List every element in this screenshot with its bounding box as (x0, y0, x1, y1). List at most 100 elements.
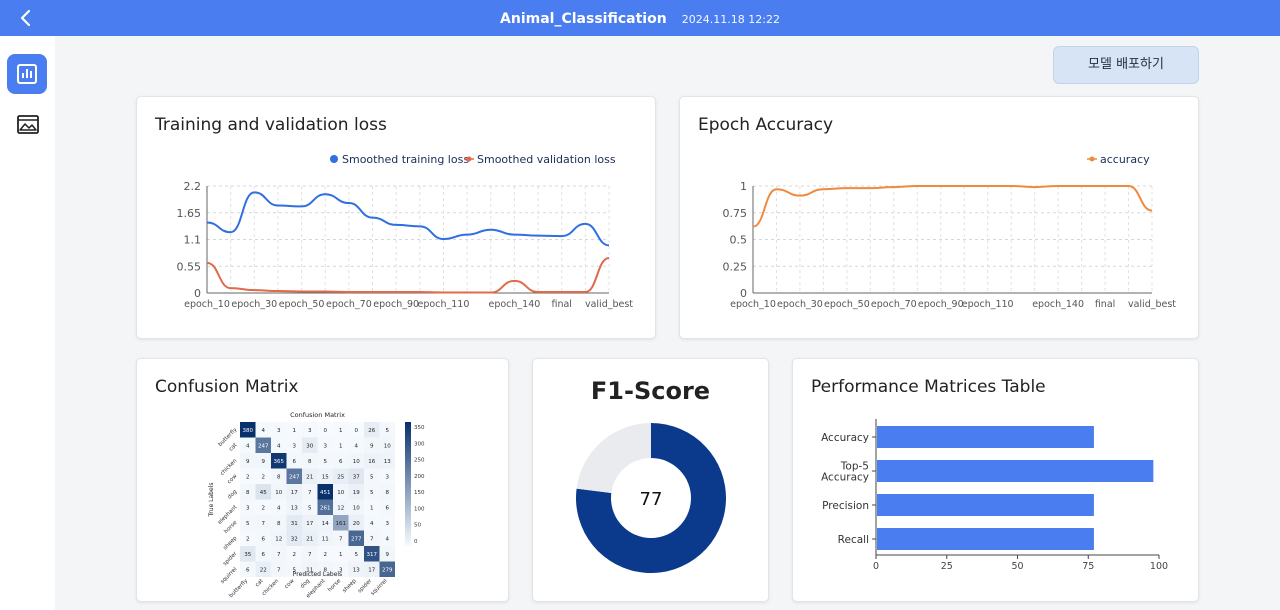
sidebar-item-gallery[interactable] (7, 104, 47, 144)
matrix-value: 3 (339, 567, 343, 573)
legend-marker (330, 155, 338, 163)
matrix-value: 5 (246, 521, 250, 527)
matrix-value: 8 (277, 521, 281, 527)
matrix-cell (333, 437, 349, 453)
metric-bar (877, 528, 1094, 550)
loss-chart-title: Training and validation loss (155, 115, 387, 135)
matrix-cell (286, 453, 302, 469)
matrix-value: 279 (382, 567, 393, 573)
matrix-value: 6 (293, 459, 297, 465)
series-line (752, 185, 1153, 228)
matrix-cell (255, 546, 271, 562)
matrix-cell (302, 546, 318, 562)
x-tick-label: epoch_10 (184, 299, 230, 310)
matrix-value: 32 (291, 536, 298, 542)
col-label: sheep (342, 578, 358, 594)
matrix-cell (286, 468, 302, 484)
confusion-matrix-inner-title: Confusion Matrix (290, 411, 345, 419)
matrix-cell (364, 422, 380, 438)
x-tick-label: epoch_10 (730, 299, 776, 310)
colorbar-tick: 50 (414, 523, 421, 529)
accuracy-chart-title: Epoch Accuracy (698, 115, 834, 135)
deploy-model-button[interactable]: 모델 배포하기 (1053, 46, 1199, 84)
matrix-cell (379, 530, 395, 546)
matrix-value: 10 (275, 490, 282, 496)
matrix-cell (364, 437, 380, 453)
x-tick-label: valid_best (1128, 299, 1176, 310)
matrix-cell (317, 422, 333, 438)
x-tick-label: 0 (873, 561, 879, 572)
image-gallery-icon (17, 115, 39, 134)
matrix-cell (302, 499, 318, 515)
matrix-cell (255, 468, 271, 484)
matrix-value: 15 (322, 474, 329, 480)
matrix-value: 2 (246, 536, 250, 542)
matrix-cell (317, 453, 333, 469)
y-tick-label: 0.75 (723, 207, 748, 220)
page-timestamp: 2024.11.18 12:22 (681, 13, 780, 26)
x-tick-label: final (1095, 299, 1115, 310)
matrix-value: 35 (244, 552, 251, 558)
y-tick-label: 1.1 (184, 234, 202, 247)
accuracy-chart-card: Epoch Accuracy 0 0.25 0.5 0.75 1 epoch_10 epoc… (679, 96, 1199, 339)
matrix-value: 9 (246, 459, 250, 465)
matrix-value: 1 (339, 443, 343, 449)
matrix-cell (255, 484, 271, 500)
colorbar-tick: 100 (414, 506, 425, 512)
colorbar-tick: 350 (414, 425, 425, 431)
matrix-value: 317 (367, 552, 378, 558)
matrix-cell (302, 530, 318, 546)
row-label: sheep (222, 535, 238, 551)
matrix-cell (364, 484, 380, 500)
colorbar-tick: 250 (414, 458, 425, 464)
confusion-matrix-title: Confusion Matrix (155, 377, 299, 397)
matrix-cell (302, 515, 318, 531)
matrix-value: 3 (324, 443, 328, 449)
matrix-cell (364, 515, 380, 531)
colorbar-tick: 150 (414, 490, 425, 496)
matrix-value: 6 (246, 567, 250, 573)
legend-label: accuracy (1100, 153, 1150, 166)
matrix-value: 17 (368, 567, 375, 573)
matrix-cell (240, 453, 256, 469)
row-label: cow (226, 473, 238, 485)
matrix-cell (286, 515, 302, 531)
matrix-value: 1 (339, 428, 343, 434)
matrix-value: 45 (260, 490, 267, 496)
matrix-value: 5 (324, 459, 328, 465)
matrix-value: 9 (262, 459, 266, 465)
title-area: Animal_Classification 2024.11.18 12:22 (0, 0, 1280, 36)
matrix-cell (317, 499, 333, 515)
matrix-value: 8 (386, 490, 390, 496)
sidebar-item-metrics[interactable] (7, 54, 47, 94)
matrix-value: 365 (274, 459, 285, 465)
matrix-value: 7 (308, 490, 312, 496)
matrix-value: 1 (370, 505, 374, 511)
matrix-value: 451 (320, 490, 331, 496)
y-tick-label: 0 (740, 287, 747, 300)
matrix-value: 14 (322, 521, 329, 527)
matrix-cell (333, 484, 349, 500)
matrix-cell (333, 422, 349, 438)
matrix-cell (240, 561, 256, 577)
colorbar-tick: 300 (414, 441, 425, 447)
back-button[interactable] (12, 6, 38, 30)
matrix-value: 6 (262, 552, 266, 558)
matrix-cell (255, 422, 271, 438)
matrix-cell (302, 453, 318, 469)
matrix-cell (286, 499, 302, 515)
x-tick-label: epoch_30 (231, 299, 277, 310)
matrix-value: 10 (337, 490, 344, 496)
matrix-value: 247 (289, 474, 300, 480)
matrix-cell (240, 546, 256, 562)
matrix-cell (379, 422, 395, 438)
matrix-cell (317, 561, 333, 577)
matrix-value: 31 (291, 521, 298, 527)
matrix-value: 7 (370, 536, 374, 542)
x-tick-label: epoch_30 (777, 299, 823, 310)
matrix-value: 5 (293, 567, 297, 573)
matrix-value: 380 (243, 428, 254, 434)
metric-bar (877, 494, 1094, 516)
